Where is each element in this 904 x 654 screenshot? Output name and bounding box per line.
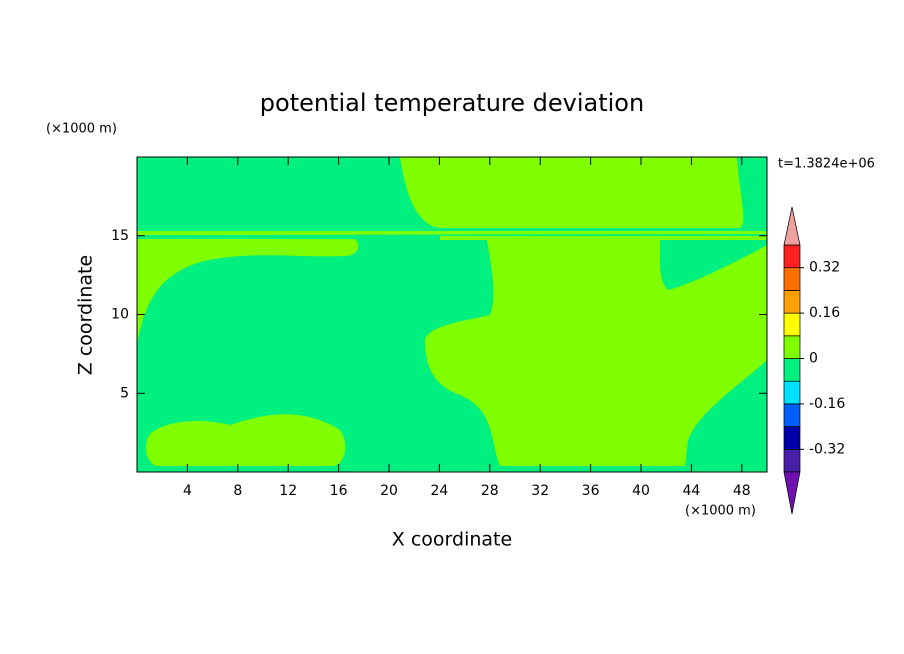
colorbar-box — [783, 290, 801, 314]
colorbar-tick-label: 0 — [809, 351, 818, 367]
contour-region — [400, 157, 744, 228]
colorbar-tick-label: -0.16 — [809, 396, 845, 412]
y-tick-label: 10 — [111, 307, 129, 323]
contour-region — [425, 236, 767, 466]
x-tick-label: 36 — [582, 483, 600, 499]
colorbar-box — [783, 312, 801, 337]
colorbar-tick-label: -0.32 — [809, 441, 845, 457]
contour-regions — [137, 157, 767, 472]
x-tick-label: 20 — [380, 483, 398, 499]
chart-title: potential temperature deviation — [260, 89, 644, 117]
time-annotation: t=1.3824e+06 — [778, 157, 875, 172]
x-tick-label: 24 — [430, 483, 448, 499]
colorbar-box — [783, 403, 801, 427]
contour-region — [137, 231, 767, 235]
x-tick-label: 40 — [632, 483, 650, 499]
colorbar-tick-label: 0.16 — [809, 305, 840, 321]
x-tick-label: 8 — [233, 483, 242, 499]
colorbar-box — [783, 244, 801, 269]
x-tick-label: 48 — [733, 483, 751, 499]
colorbar-box — [783, 426, 801, 450]
colorbar-tick-label: 0.32 — [809, 260, 840, 276]
x-tick-label: 12 — [279, 483, 297, 499]
x-axis-label: X coordinate — [392, 529, 512, 551]
colorbar-under — [783, 471, 801, 515]
contour-region — [137, 239, 359, 345]
x-tick-label: 16 — [330, 483, 348, 499]
colorbar-box — [783, 335, 801, 359]
colorbar-over — [783, 206, 801, 246]
x-tick-label: 28 — [481, 483, 499, 499]
x-tick-label: 32 — [531, 483, 549, 499]
colorbar-box — [783, 380, 801, 405]
x-unit: (×1000 m) — [685, 504, 756, 519]
x-tick-label: 44 — [682, 483, 700, 499]
x-tick-label: 4 — [183, 483, 192, 499]
colorbar-box — [783, 448, 801, 473]
contour-region — [145, 414, 346, 466]
colorbar-box — [783, 267, 801, 291]
y-unit: (×1000 m) — [46, 122, 117, 137]
y-tick-label: 15 — [111, 228, 129, 244]
y-axis-label: Z coordinate — [75, 255, 97, 375]
y-tick-label: 5 — [120, 385, 129, 401]
colorbar-box — [783, 358, 801, 382]
